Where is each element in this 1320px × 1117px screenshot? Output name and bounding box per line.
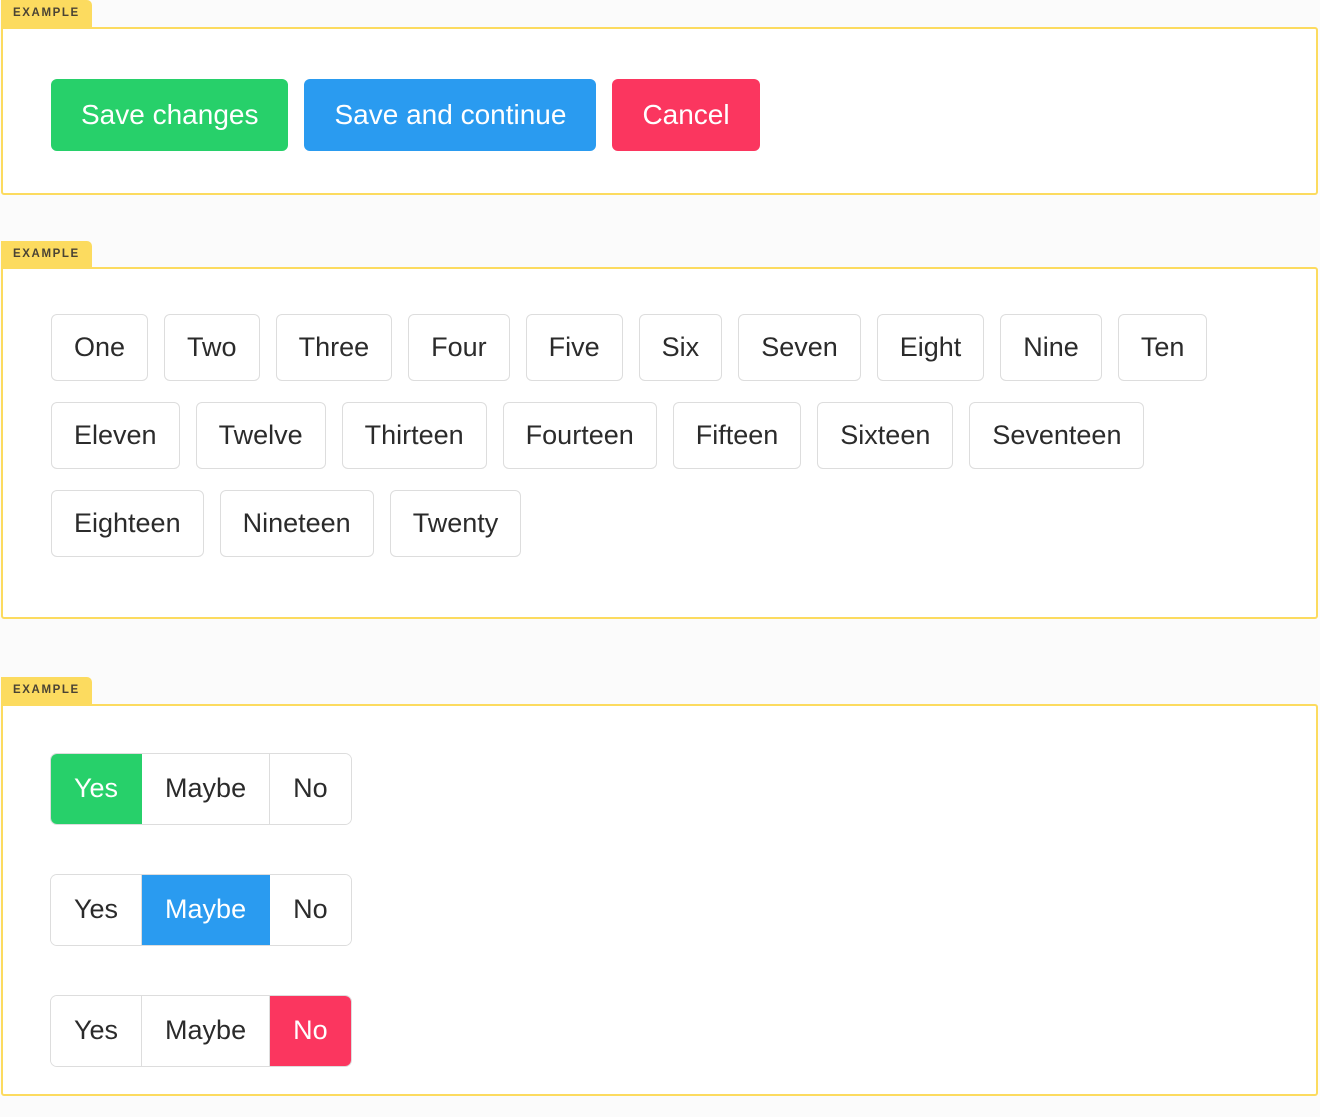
grid-button-seventeen[interactable]: Seventeen [969, 402, 1145, 469]
grid-button-sixteen[interactable]: Sixteen [817, 402, 954, 469]
outline-button-grid: One Two Three Four Five Six Seven Eight … [3, 269, 1233, 578]
grid-button-eighteen[interactable]: Eighteen [51, 490, 204, 557]
example-panel-button-grid: EXAMPLE One Two Three Four Five Six Seve… [1, 240, 1318, 619]
example-panel-button-groups: EXAMPLE Yes Maybe No Yes Maybe No Yes Ma [1, 677, 1318, 1096]
example-panel-body: Save changes Save and continue Cancel [1, 26, 1318, 195]
button-group-stack: Yes Maybe No Yes Maybe No Yes Maybe No [3, 706, 1316, 1117]
grid-button-six[interactable]: Six [638, 314, 723, 381]
grid-button-ten[interactable]: Ten [1117, 314, 1208, 381]
grid-button-eight[interactable]: Eight [876, 314, 985, 381]
group2-option-maybe[interactable]: Maybe [142, 874, 271, 945]
group2-option-yes[interactable]: Yes [51, 874, 143, 945]
group3-option-yes[interactable]: Yes [51, 995, 143, 1066]
example-panel-body: One Two Three Four Five Six Seven Eight … [1, 267, 1318, 619]
example-panel-solid-buttons: EXAMPLE Save changes Save and continue C… [1, 0, 1318, 195]
grid-button-five[interactable]: Five [525, 314, 623, 381]
grid-button-twenty[interactable]: Twenty [389, 490, 522, 557]
group3-option-no[interactable]: No [270, 995, 351, 1066]
example-tab-label: EXAMPLE [1, 0, 92, 28]
grid-button-fifteen[interactable]: Fifteen [672, 402, 802, 469]
grid-button-nineteen[interactable]: Nineteen [219, 490, 374, 557]
grid-button-fourteen[interactable]: Fourteen [502, 402, 657, 469]
example-panel-body: Yes Maybe No Yes Maybe No Yes Maybe No [1, 703, 1318, 1096]
group1-option-maybe[interactable]: Maybe [142, 753, 271, 824]
grid-button-three[interactable]: Three [275, 314, 393, 381]
example-tab-label: EXAMPLE [1, 240, 92, 268]
group1-option-no[interactable]: No [270, 753, 351, 824]
save-changes-button[interactable]: Save changes [51, 78, 289, 151]
grid-button-seven[interactable]: Seven [738, 314, 861, 381]
save-and-continue-button[interactable]: Save and continue [304, 78, 597, 151]
grid-button-four[interactable]: Four [408, 314, 510, 381]
group3-option-maybe[interactable]: Maybe [142, 995, 271, 1066]
cancel-button[interactable]: Cancel [612, 78, 760, 151]
grid-button-eleven[interactable]: Eleven [51, 402, 180, 469]
button-group-maybe-selected: Yes Maybe No [51, 874, 351, 945]
grid-button-nine[interactable]: Nine [1000, 314, 1102, 381]
grid-button-one[interactable]: One [51, 314, 149, 381]
group1-option-yes[interactable]: Yes [51, 753, 143, 824]
example-tab-label: EXAMPLE [1, 677, 92, 705]
grid-button-thirteen[interactable]: Thirteen [341, 402, 487, 469]
button-group-no-selected: Yes Maybe No [51, 995, 351, 1066]
group2-option-no[interactable]: No [270, 874, 351, 945]
panel-gap-1 [0, 195, 1320, 241]
panel-gap-2 [0, 619, 1320, 677]
grid-button-twelve[interactable]: Twelve [195, 402, 326, 469]
grid-button-two[interactable]: Two [164, 314, 260, 381]
solid-button-row: Save changes Save and continue Cancel [3, 57, 1316, 151]
button-group-yes-selected: Yes Maybe No [51, 753, 351, 824]
